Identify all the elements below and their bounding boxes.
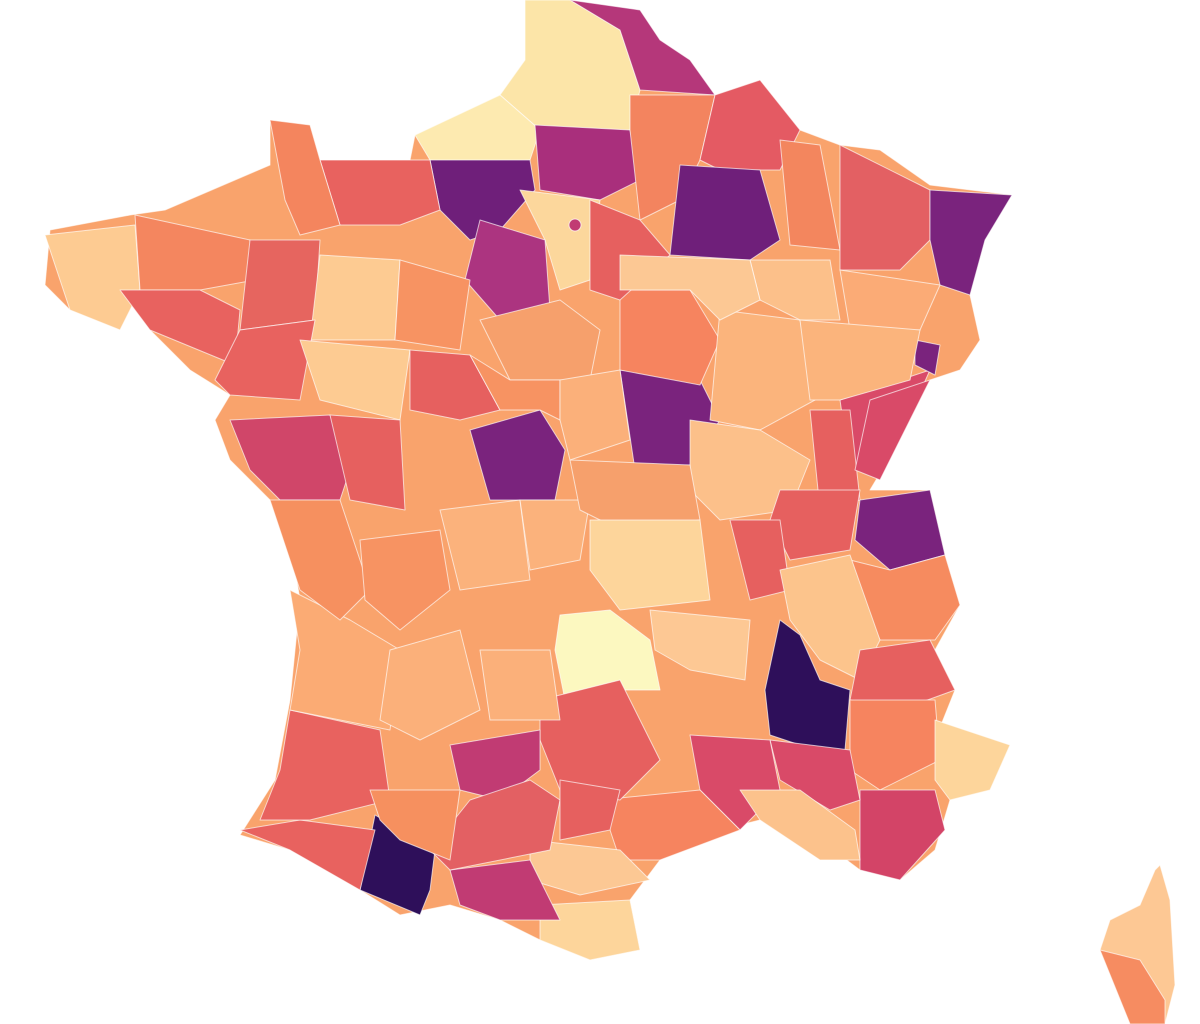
department-region [739,789,861,861]
department-region [379,629,481,741]
department-region [289,589,401,731]
department-region [1099,949,1166,1024]
department-region [469,409,566,501]
department-region [479,649,561,721]
department-region [239,819,376,891]
department-region [769,739,861,811]
department-region [569,0,716,96]
department-region [214,319,316,401]
department-region [359,529,451,631]
department-region [519,189,601,291]
department-region [519,499,591,571]
department-region [859,789,946,881]
department-region [44,224,141,331]
department-region [319,159,441,226]
department-region [669,164,781,261]
department-region [709,309,816,431]
department-region [269,499,371,621]
department-region [854,379,931,481]
department-region [329,414,406,511]
department-region [929,189,1013,296]
department-region [479,299,601,381]
department-region [539,899,641,961]
department-region [799,319,921,401]
department-region [559,369,631,461]
department-region [269,119,341,236]
department-region [589,519,711,611]
department-region [259,709,391,821]
department-region [769,489,861,561]
department-region [134,214,256,291]
department-region [649,609,751,681]
department-region [394,259,471,351]
department-region [439,499,531,591]
department-region [229,414,351,501]
department-region [534,124,641,201]
department-region [934,719,1011,801]
department-region [619,254,761,321]
department-region [554,609,661,701]
department-regions [44,0,1166,1024]
department-region [729,519,791,601]
department-region [559,779,621,841]
department-region [239,239,321,331]
department-region [839,144,931,271]
department-region-paris [568,218,582,232]
department-region [369,789,461,861]
department-region [409,349,501,421]
department-region [449,859,561,921]
department-region [699,79,801,171]
department-region [309,254,401,341]
